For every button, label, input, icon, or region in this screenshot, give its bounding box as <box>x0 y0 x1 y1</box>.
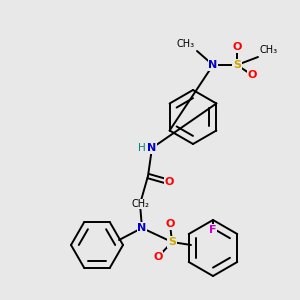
Text: H: H <box>138 143 146 153</box>
Text: O: O <box>164 177 174 187</box>
Text: N: N <box>147 143 157 153</box>
Text: CH₂: CH₂ <box>131 199 149 209</box>
Text: S: S <box>233 60 241 70</box>
Text: O: O <box>232 42 242 52</box>
Text: O: O <box>165 219 175 229</box>
Text: O: O <box>153 252 163 262</box>
Text: CH₃: CH₃ <box>260 45 278 55</box>
Text: N: N <box>137 223 147 233</box>
Text: S: S <box>168 237 176 247</box>
Text: O: O <box>247 70 257 80</box>
Text: F: F <box>209 225 217 235</box>
Text: CH₃: CH₃ <box>177 39 195 49</box>
Text: N: N <box>208 60 217 70</box>
